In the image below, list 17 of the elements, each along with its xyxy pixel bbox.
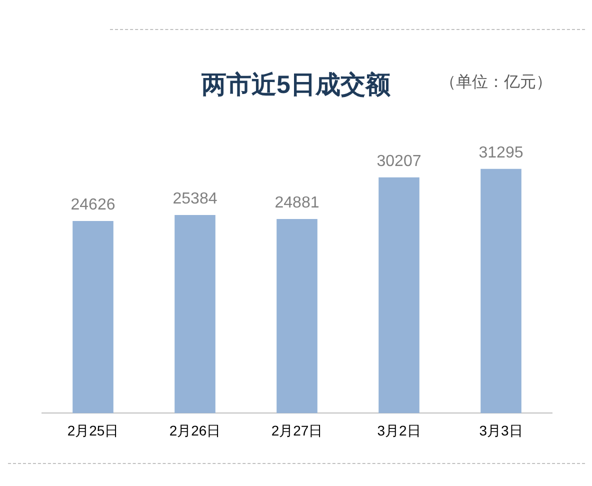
bar bbox=[276, 218, 318, 414]
data-label: 24626 bbox=[70, 196, 116, 214]
bar bbox=[72, 220, 114, 414]
chart-title: 两市近5日成交额 bbox=[202, 71, 390, 99]
x-tick-label: 3月3日 bbox=[479, 422, 523, 438]
text: （单位：亿元） bbox=[440, 73, 552, 93]
x-tick-label: 2月26日 bbox=[169, 422, 221, 438]
bar bbox=[378, 177, 420, 414]
data-label: 31295 bbox=[478, 144, 524, 162]
data-label: 25384 bbox=[172, 190, 218, 208]
data-label: 30207 bbox=[376, 152, 422, 170]
x-tick-label: 3月2日 bbox=[377, 422, 421, 438]
bar bbox=[174, 215, 216, 414]
x-tick-label: 2月25日 bbox=[67, 422, 119, 438]
x-tick-label: 2月27日 bbox=[271, 422, 323, 438]
data-label: 24881 bbox=[274, 194, 320, 212]
bar bbox=[480, 168, 522, 414]
